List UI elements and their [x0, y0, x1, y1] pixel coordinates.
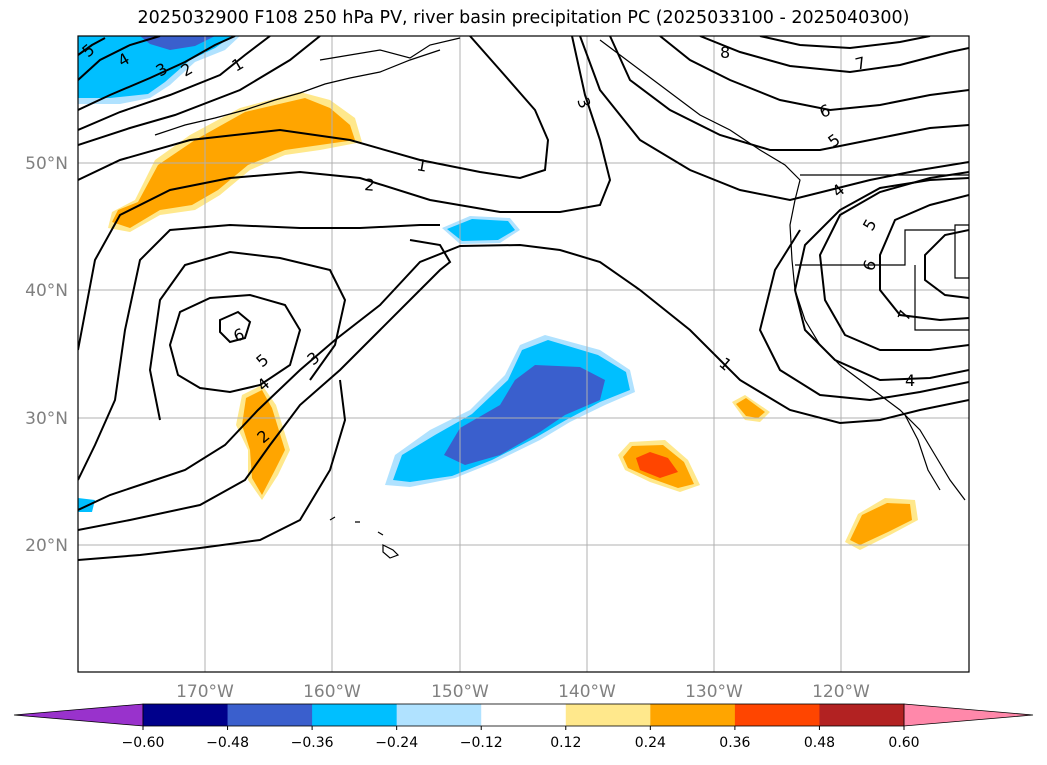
colorbar-bin	[565, 704, 651, 726]
coastlines	[154, 37, 969, 559]
contour-label: 4	[828, 180, 848, 201]
colorbar-bin	[143, 704, 229, 726]
lat-label: 50°N	[25, 154, 68, 174]
colorbar-bin	[396, 704, 482, 726]
colorbar-over-triangle	[903, 703, 1034, 727]
colorbar-frame	[142, 703, 905, 727]
contour-label: 1	[415, 155, 428, 175]
contour-label: 8	[720, 43, 730, 62]
lat-label: 40°N	[25, 281, 68, 301]
contour-label: 7	[894, 307, 915, 323]
colorbar-tick-label: −0.60	[122, 735, 165, 751]
contour-label: 3	[573, 95, 594, 111]
colorbar-bin	[312, 704, 398, 726]
contour-label: 6	[859, 257, 880, 273]
colorbar-tick-label: 0.12	[550, 735, 581, 751]
colorbar-tick-label: −0.12	[460, 735, 503, 751]
colorbar-tick-label: −0.36	[291, 735, 334, 751]
colorbar-under-triangle	[13, 703, 144, 727]
lon-label: 160°W	[303, 682, 361, 702]
colorbar-tick-label: −0.24	[375, 735, 418, 751]
contour-label: 6	[231, 324, 247, 345]
colorbar-bin	[734, 704, 820, 726]
colorbar-bin	[819, 704, 905, 726]
lon-label: 150°W	[431, 682, 489, 702]
lon-label: 120°W	[812, 682, 870, 702]
lat-label: 30°N	[25, 409, 68, 429]
lon-label: 130°W	[685, 682, 743, 702]
map-area: 5 4 3 2 1 1 2 3 8 7 6 5 4 5 6 7 4 1 6 5 …	[78, 36, 969, 672]
contour-label: 5	[252, 350, 272, 371]
contour-label: 5	[859, 216, 881, 234]
colorbar-bin	[227, 704, 313, 726]
lat-label: 20°N	[25, 536, 68, 556]
colorbar-bin	[650, 704, 736, 726]
map-frame	[77, 35, 970, 673]
colorbar-tick-label: 0.24	[635, 735, 666, 751]
precip-fills	[78, 36, 918, 550]
contour-label: 2	[364, 175, 376, 195]
contour-label: 4	[905, 371, 915, 390]
colorbar-tick-label: 0.48	[804, 735, 835, 751]
pv-contours	[78, 36, 969, 561]
lon-label: 170°W	[176, 682, 234, 702]
colorbar-bin	[481, 704, 567, 726]
contour-label: 1	[229, 54, 247, 76]
lat-labels: 50°N 40°N 30°N 20°N	[25, 154, 68, 556]
lon-labels: 170°W 160°W 150°W 140°W 130°W 120°W	[176, 682, 870, 702]
colorbar-tick-label: 0.60	[888, 735, 919, 751]
lon-label: 140°W	[558, 682, 616, 702]
chart-title: 2025032900 F108 250 hPa PV, river basin …	[137, 8, 910, 28]
colorbar-tick-label: 0.36	[719, 735, 750, 751]
colorbar-tick-label: −0.48	[206, 735, 249, 751]
colorbar: −0.60 −0.48 −0.36 −0.24 −0.12 0.12 0.24 0.36 0.4…	[13, 703, 1034, 751]
contour-label: 6	[817, 100, 833, 121]
contour-label: 7	[853, 53, 868, 74]
